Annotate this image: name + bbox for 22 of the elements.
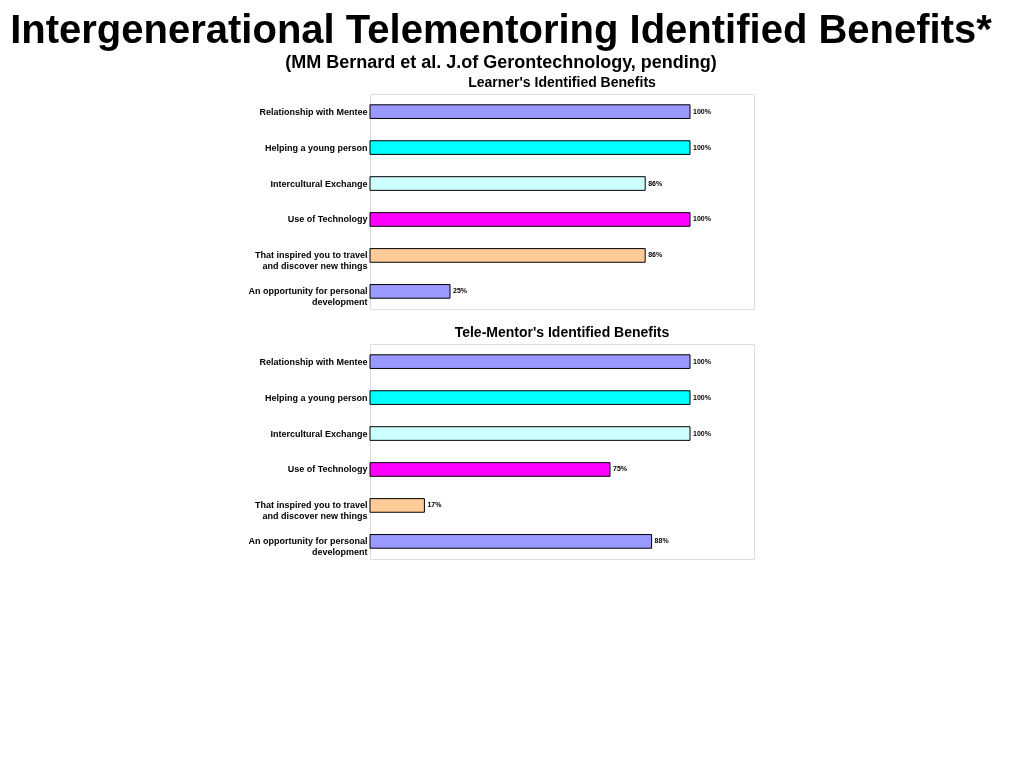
text: (MM Bernard et al. J.of Gerontechnology, pending) [285, 51, 717, 72]
chart-title: Tele-Mentor's Identified Benefits [454, 324, 670, 340]
y-tick-label: Relationship with Mentee [259, 106, 368, 117]
bar [369, 534, 653, 549]
y-tick-label: Intercultural Exchange [270, 428, 368, 439]
y-tick-label: Helping a young person [264, 142, 368, 153]
bar [369, 354, 691, 369]
y-tick-label: An opportunity for personal development [248, 286, 368, 308]
bar [369, 426, 691, 441]
y-tick-label: An opportunity for personal development [248, 536, 368, 558]
y-tick-label: Helping a young person [264, 392, 368, 403]
y-tick-label: Use of Technology [287, 214, 368, 225]
y-tick-label: Use of Technology [287, 464, 368, 475]
bar [369, 498, 425, 513]
chart-title: Learner's Identified Benefits [468, 74, 657, 90]
y-tick-label: That inspired you to travel and discover new things [254, 500, 368, 522]
y-tick-label: Intercultural Exchange [270, 178, 368, 189]
bar [369, 390, 691, 405]
text: Intergenerational Telementoring Identified Benefits* [10, 6, 993, 51]
bar [369, 462, 611, 477]
y-tick-label: That inspired you to travel and discover new things [254, 250, 368, 272]
y-tick-label: Relationship with Mentee [259, 356, 368, 367]
